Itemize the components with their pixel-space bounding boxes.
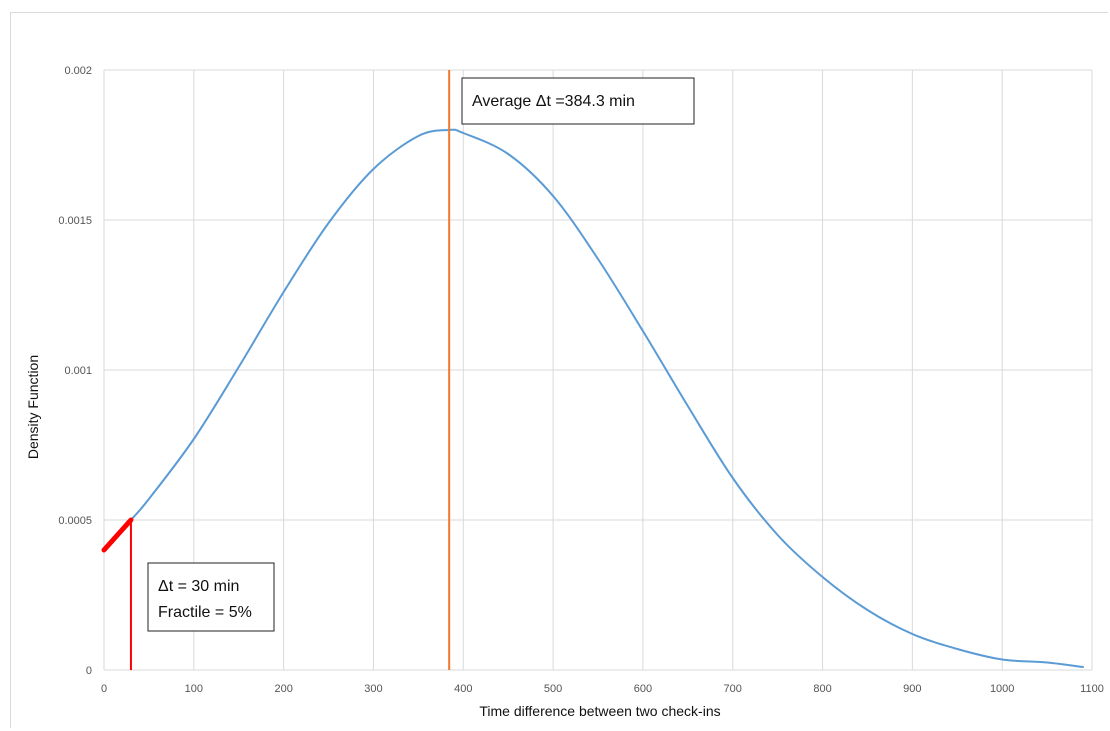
- tick-labels: 0 100 200 300 400 500 600 700 800 900 1000 1100 0 0.0…: [58, 65, 1103, 695]
- grid: [103, 69, 1093, 671]
- x-tick-label: 700: [724, 683, 742, 695]
- annotation-text: Average Δt =384.3 min: [472, 93, 635, 110]
- x-tick-label: 600: [634, 683, 652, 695]
- x-tick-label: 800: [813, 683, 831, 695]
- x-tick-label: 1000: [990, 683, 1014, 695]
- y-tick-label: 0.0005: [58, 515, 92, 527]
- annotations: Average Δt =384.3 min Δt = 30 min Fractile…: [147, 77, 695, 632]
- annotation-box: [147, 562, 275, 632]
- density-curve: [129, 128, 1085, 668]
- x-tick-label: 100: [185, 683, 203, 695]
- reference-lines: [129, 70, 451, 670]
- x-tick-label: 900: [903, 683, 921, 695]
- x-tick-label: 300: [364, 683, 382, 695]
- y-tick-label: 0.002: [64, 65, 92, 77]
- x-tick-label: 200: [274, 683, 292, 695]
- annotation-text: Fractile = 5%: [158, 604, 252, 621]
- y-axis-label: Density Function: [25, 355, 41, 459]
- x-tick-label: 400: [454, 683, 472, 695]
- x-tick-label: 500: [544, 683, 562, 695]
- y-tick-label: 0.001: [64, 365, 92, 377]
- series-lines: [101, 128, 1085, 668]
- x-tick-label: 0: [101, 683, 107, 695]
- y-tick-label: 0: [86, 665, 92, 677]
- y-tick-label: 0.0015: [58, 215, 92, 227]
- fractile-annotation: Δt = 30 min Fractile = 5%: [147, 562, 275, 632]
- x-axis-label: Time difference between two check-ins: [479, 703, 720, 719]
- x-tick-label: 1100: [1080, 683, 1104, 695]
- chart-frame: [10, 12, 1108, 728]
- lower-tail-segment: [101, 517, 134, 553]
- annotation-box: [461, 77, 695, 125]
- average-annotation: Average Δt =384.3 min: [461, 77, 695, 125]
- annotation-text: Δt = 30 min: [158, 578, 239, 595]
